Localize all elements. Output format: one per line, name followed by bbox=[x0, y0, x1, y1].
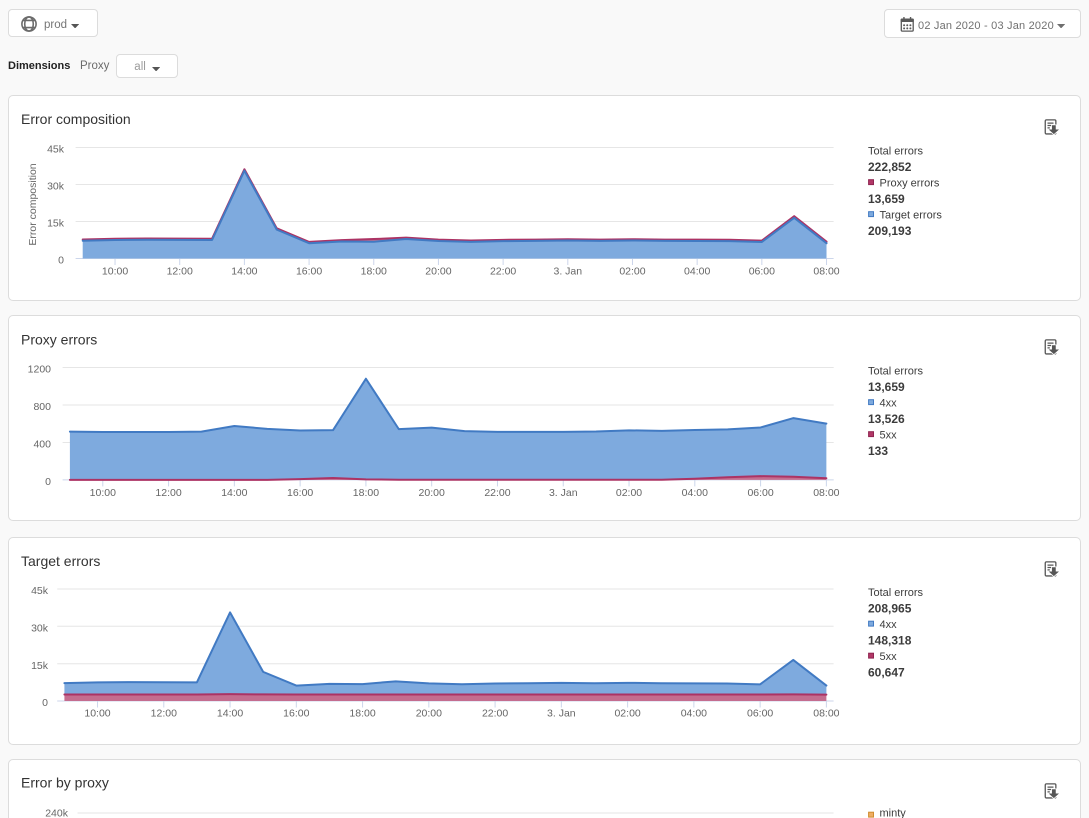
svg-text:800: 800 bbox=[33, 401, 51, 413]
svg-text:02:00: 02:00 bbox=[616, 487, 642, 499]
svg-text:Total errors: Total errors bbox=[868, 145, 924, 157]
svg-text:12:00: 12:00 bbox=[167, 265, 193, 277]
svg-text:02:00: 02:00 bbox=[614, 708, 640, 720]
svg-text:22:00: 22:00 bbox=[484, 487, 510, 499]
svg-text:20:00: 20:00 bbox=[425, 265, 451, 277]
svg-text:222,852: 222,852 bbox=[868, 159, 912, 173]
svg-text:12:00: 12:00 bbox=[155, 487, 181, 499]
svg-text:06:00: 06:00 bbox=[749, 265, 775, 277]
svg-text:240k: 240k bbox=[45, 807, 69, 818]
svg-text:04:00: 04:00 bbox=[681, 708, 707, 720]
svg-text:Proxy errors: Proxy errors bbox=[21, 331, 97, 347]
svg-text:08:00: 08:00 bbox=[813, 708, 839, 720]
svg-text:30k: 30k bbox=[31, 623, 49, 635]
svg-text:06:00: 06:00 bbox=[747, 708, 773, 720]
svg-text:04:00: 04:00 bbox=[684, 265, 710, 277]
svg-text:22:00: 22:00 bbox=[490, 265, 516, 277]
svg-text:02:00: 02:00 bbox=[619, 265, 645, 277]
svg-text:16:00: 16:00 bbox=[283, 708, 309, 720]
svg-text:3. Jan: 3. Jan bbox=[549, 487, 578, 499]
svg-text:209,193: 209,193 bbox=[868, 223, 912, 237]
svg-text:22:00: 22:00 bbox=[482, 708, 508, 720]
svg-text:0: 0 bbox=[58, 254, 64, 266]
svg-text:3. Jan: 3. Jan bbox=[547, 708, 576, 720]
svg-text:13,659: 13,659 bbox=[868, 191, 905, 205]
svg-text:20:00: 20:00 bbox=[416, 708, 442, 720]
svg-text:133: 133 bbox=[868, 443, 888, 457]
svg-text:Total errors: Total errors bbox=[868, 587, 924, 599]
svg-text:13,659: 13,659 bbox=[868, 379, 905, 393]
svg-text:0: 0 bbox=[42, 697, 48, 709]
svg-text:08:00: 08:00 bbox=[813, 265, 839, 277]
svg-text:Target errors: Target errors bbox=[880, 209, 943, 221]
svg-text:04:00: 04:00 bbox=[682, 487, 708, 499]
svg-text:08:00: 08:00 bbox=[813, 487, 839, 499]
svg-text:minty: minty bbox=[880, 807, 907, 818]
svg-text:148,318: 148,318 bbox=[868, 633, 912, 647]
svg-text:14:00: 14:00 bbox=[221, 487, 247, 499]
svg-text:14:00: 14:00 bbox=[231, 265, 257, 277]
svg-text:15k: 15k bbox=[47, 217, 65, 229]
svg-text:Error by proxy: Error by proxy bbox=[21, 774, 109, 790]
svg-text:45k: 45k bbox=[31, 585, 49, 597]
svg-text:12:00: 12:00 bbox=[151, 708, 177, 720]
svg-text:10:00: 10:00 bbox=[102, 265, 128, 277]
svg-text:5xx: 5xx bbox=[880, 651, 898, 663]
svg-text:4xx: 4xx bbox=[880, 397, 898, 409]
svg-text:208,965: 208,965 bbox=[868, 601, 912, 615]
svg-text:400: 400 bbox=[33, 438, 51, 450]
svg-text:60,647: 60,647 bbox=[868, 665, 905, 679]
svg-text:Error composition: Error composition bbox=[27, 163, 39, 245]
svg-text:15k: 15k bbox=[31, 660, 49, 672]
svg-text:14:00: 14:00 bbox=[217, 708, 243, 720]
svg-text:Error composition: Error composition bbox=[21, 111, 131, 127]
svg-text:10:00: 10:00 bbox=[90, 487, 116, 499]
svg-text:3. Jan: 3. Jan bbox=[553, 265, 582, 277]
svg-text:30k: 30k bbox=[47, 180, 65, 192]
svg-text:Total errors: Total errors bbox=[868, 365, 924, 377]
svg-text:06:00: 06:00 bbox=[747, 487, 773, 499]
svg-text:0: 0 bbox=[45, 476, 51, 488]
svg-text:18:00: 18:00 bbox=[361, 265, 387, 277]
svg-text:20:00: 20:00 bbox=[419, 487, 445, 499]
svg-text:45k: 45k bbox=[47, 143, 65, 155]
svg-text:18:00: 18:00 bbox=[349, 708, 375, 720]
svg-text:5xx: 5xx bbox=[880, 429, 898, 441]
svg-text:16:00: 16:00 bbox=[287, 487, 313, 499]
svg-text:Proxy errors: Proxy errors bbox=[880, 177, 940, 189]
svg-text:18:00: 18:00 bbox=[353, 487, 379, 499]
svg-text:13,526: 13,526 bbox=[868, 411, 905, 425]
svg-text:4xx: 4xx bbox=[880, 619, 898, 631]
svg-text:10:00: 10:00 bbox=[84, 708, 110, 720]
svg-text:Target errors: Target errors bbox=[21, 553, 100, 569]
svg-text:16:00: 16:00 bbox=[296, 265, 322, 277]
svg-text:1200: 1200 bbox=[28, 363, 52, 375]
